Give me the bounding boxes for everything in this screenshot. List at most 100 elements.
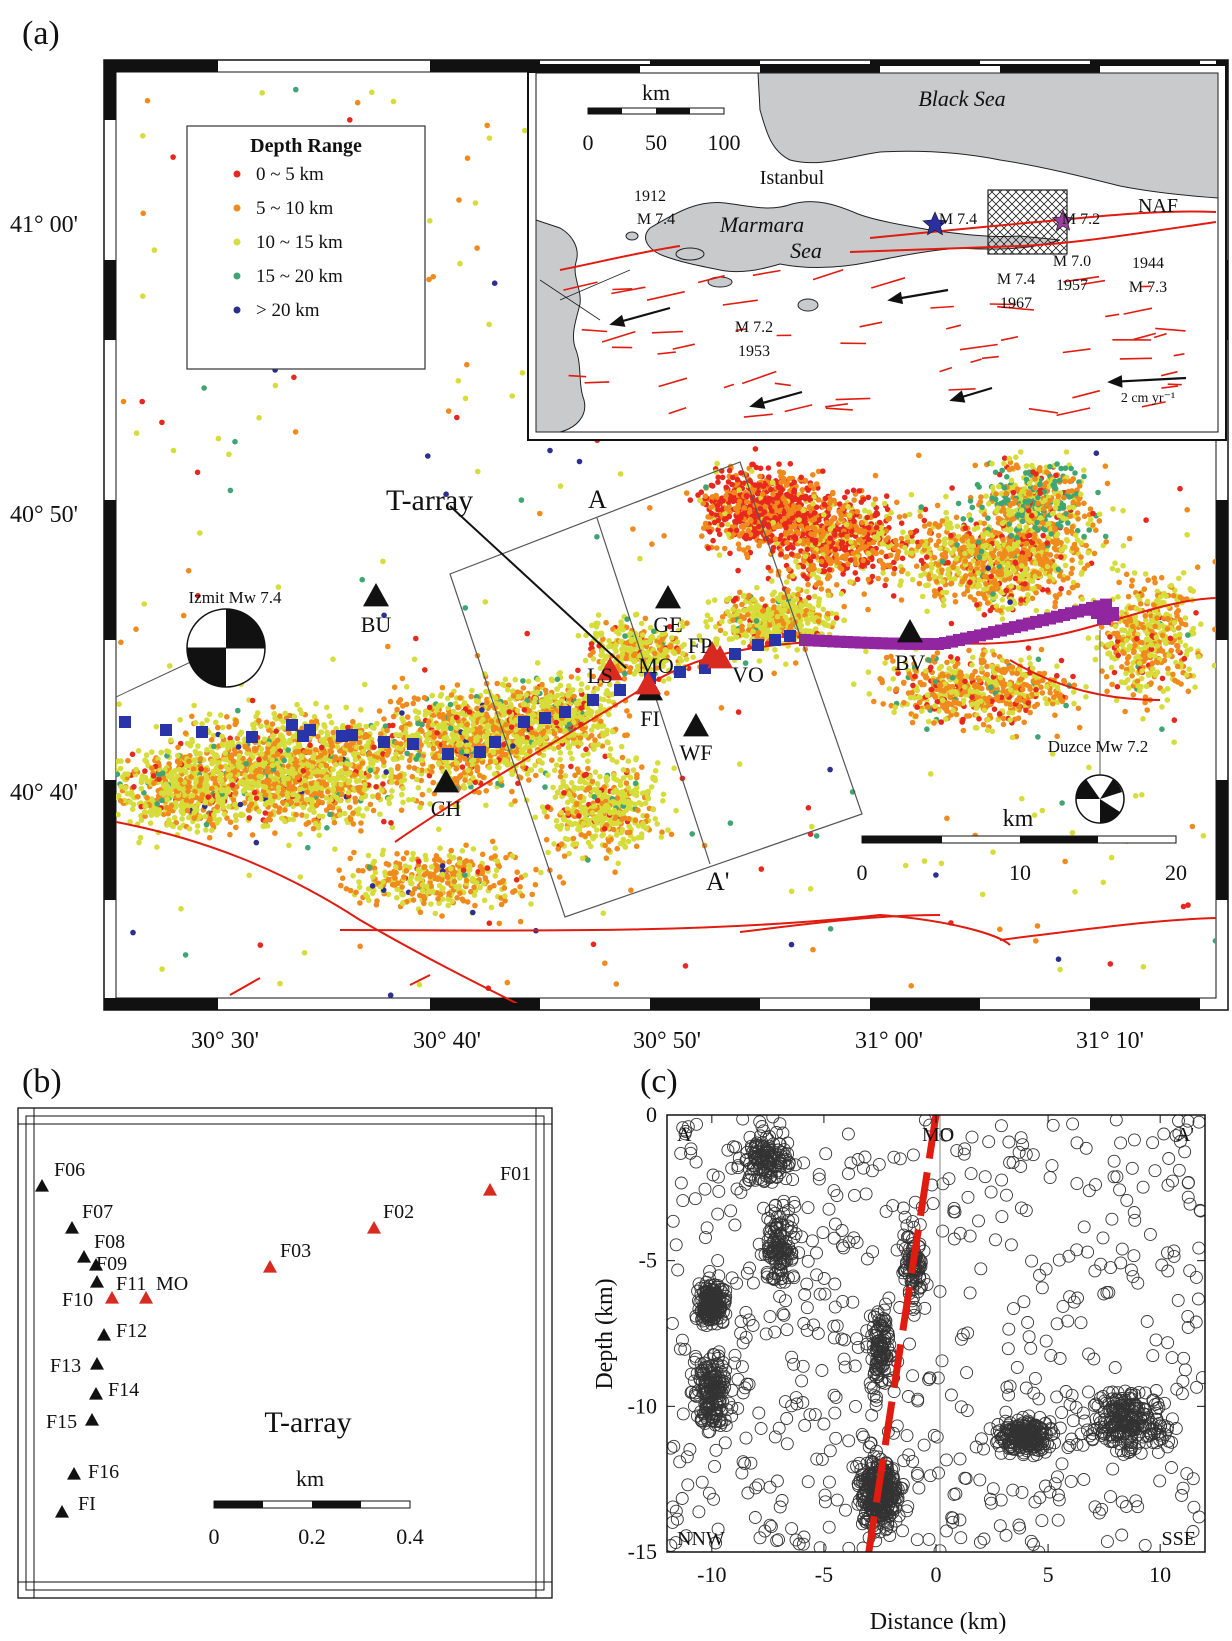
inset-scale-tick-2: 100 xyxy=(708,130,741,155)
lon-tick-31-10: 31° 10' xyxy=(1076,1028,1144,1054)
station-bu-label: BU xyxy=(361,612,392,637)
station-wf-label: WF xyxy=(680,740,713,765)
quake-1953-year: 1953 xyxy=(738,343,770,360)
corner-nnw-label: NNW xyxy=(677,1528,725,1550)
station-bv-label: BV xyxy=(895,650,926,675)
x-tick-4: 10 xyxy=(1149,1562,1171,1587)
panel-c-cross-section: -10 -5 0 5 10 0 -5 -10 -15 Distance (km) Depth (… xyxy=(592,1102,1208,1635)
array-scale-tick-2: 0.4 xyxy=(396,1524,424,1549)
station-ge-label: GE xyxy=(653,612,682,637)
y-tick-1: -5 xyxy=(639,1248,657,1273)
y-tick-3: -15 xyxy=(628,1539,657,1564)
legend-item-0: 0 ~ 5 km xyxy=(256,164,324,185)
marmara-label: Marmara xyxy=(719,212,804,237)
corner-sse-label: SSE xyxy=(1162,1528,1196,1550)
x-tick-0: -10 xyxy=(697,1562,726,1587)
map-scale-tick-2: 20 xyxy=(1165,860,1187,885)
array-station-f03-label: F03 xyxy=(280,1240,311,1262)
array-scale-tick-0: 0 xyxy=(209,1524,220,1549)
lat-tick-40-40: 40° 40' xyxy=(10,780,78,806)
quake-1999-duzce-mag: M 7.2 xyxy=(1062,211,1100,228)
inset-scale-tick-1: 50 xyxy=(645,130,667,155)
quake-1967-mag: M 7.4 xyxy=(997,271,1035,288)
x-tick-3: 5 xyxy=(1043,1562,1054,1587)
map-scale-unit: km xyxy=(1003,806,1034,832)
inset-frame-ticks xyxy=(528,65,1100,73)
velocity-label: 2 cm yr⁻¹ xyxy=(1121,391,1175,406)
array-station-fi-label: FI xyxy=(78,1493,96,1515)
array-station-f12-label: F12 xyxy=(116,1320,147,1342)
legend-swatch-3 xyxy=(234,273,241,280)
array-scale-unit: km xyxy=(296,1466,324,1491)
y-tick-2: -10 xyxy=(628,1393,657,1418)
quake-1957-year: 1957 xyxy=(1056,277,1088,294)
station-fp-label: FP xyxy=(688,633,712,658)
duzce-focal-mechanism xyxy=(1076,775,1124,823)
section-start-label: A xyxy=(588,485,607,514)
array-station-f06-label: F06 xyxy=(54,1159,85,1181)
legend-item-1: 5 ~ 10 km xyxy=(256,198,334,219)
naf-label: NAF xyxy=(1138,195,1178,217)
station-fi-label: FI xyxy=(640,706,660,731)
inset-map: Black Sea Marmara Sea Istanbul NAF 1912 … xyxy=(528,65,1226,440)
izmit-event-label: Izmit Mw 7.4 xyxy=(188,588,282,607)
array-station-f09-label: F09 xyxy=(96,1253,127,1275)
legend-swatch-4 xyxy=(234,307,241,314)
legend-item-4: > 20 km xyxy=(256,300,320,321)
array-station-f07-label: F07 xyxy=(82,1201,113,1223)
lat-tick-41-00: 41° 00' xyxy=(10,212,78,238)
station-ch-label: CH xyxy=(431,796,462,821)
quake-1957-mag: M 7.0 xyxy=(1053,253,1091,270)
legend-item-2: 10 ~ 15 km xyxy=(256,232,343,253)
array-station-f14-label: F14 xyxy=(108,1379,139,1401)
duzce-event-label: Duzce Mw 7.2 xyxy=(1048,737,1149,756)
station-mo-label: MO xyxy=(638,653,673,678)
legend-swatch-2 xyxy=(234,239,241,246)
corner-a-label: A xyxy=(677,1124,692,1146)
lat-tick-40-50: 40° 50' xyxy=(10,502,78,528)
x-axis-label: Distance (km) xyxy=(870,1609,1007,1635)
mo-station-label: MO xyxy=(922,1124,954,1146)
array-station-f10-label: F10 xyxy=(62,1289,93,1311)
x-tick-1: -5 xyxy=(815,1562,833,1587)
quake-1953-mag: M 7.2 xyxy=(735,319,773,336)
array-station-mo-label: MO xyxy=(156,1273,188,1295)
lon-tick-30-50: 30° 50' xyxy=(633,1028,701,1054)
panel-a-label: (a) xyxy=(22,15,60,52)
legend-item-3: 15 ~ 20 km xyxy=(256,266,343,287)
corner-a-prime-label: A' xyxy=(1176,1124,1194,1146)
array-station-f15-label: F15 xyxy=(46,1411,77,1433)
inset-scale-unit: km xyxy=(642,80,670,105)
lon-tick-31-00: 31° 00' xyxy=(855,1028,923,1054)
legend-swatch-0 xyxy=(234,171,241,178)
sea-label: Sea xyxy=(790,238,822,263)
x-tick-2: 0 xyxy=(931,1562,942,1587)
panel-c-label: (c) xyxy=(640,1063,678,1100)
array-scale-tick-1: 0.2 xyxy=(298,1524,326,1549)
panel-b-label: (b) xyxy=(22,1063,62,1100)
array-station-f02-label: F02 xyxy=(383,1201,414,1223)
array-station-f11-label: F11 xyxy=(116,1273,146,1295)
station-ls-label: LS xyxy=(587,663,613,688)
quake-1944-year: 1944 xyxy=(1132,255,1164,272)
black-sea-label: Black Sea xyxy=(918,86,1005,111)
izmit-focal-mechanism xyxy=(187,609,265,687)
t-array-label: T-array xyxy=(386,484,473,517)
station-vo-label: VO xyxy=(732,662,764,687)
quake-1944-mag: M 7.3 xyxy=(1129,279,1167,296)
lon-tick-30-30: 30° 30' xyxy=(191,1028,259,1054)
legend-swatch-1 xyxy=(234,205,241,212)
quake-1967-year: 1967 xyxy=(1000,295,1032,312)
map-scale-tick-1: 10 xyxy=(1009,860,1031,885)
istanbul-label: Istanbul xyxy=(760,167,825,189)
array-station-f16-label: F16 xyxy=(88,1461,119,1483)
y-tick-0: 0 xyxy=(646,1102,657,1127)
section-end-label: A' xyxy=(706,867,729,896)
lon-tick-30-40: 30° 40' xyxy=(413,1028,481,1054)
array-station-f13-label: F13 xyxy=(50,1355,81,1377)
array-station-f08-label: F08 xyxy=(94,1231,125,1253)
y-axis-label: Depth (km) xyxy=(592,1278,618,1389)
